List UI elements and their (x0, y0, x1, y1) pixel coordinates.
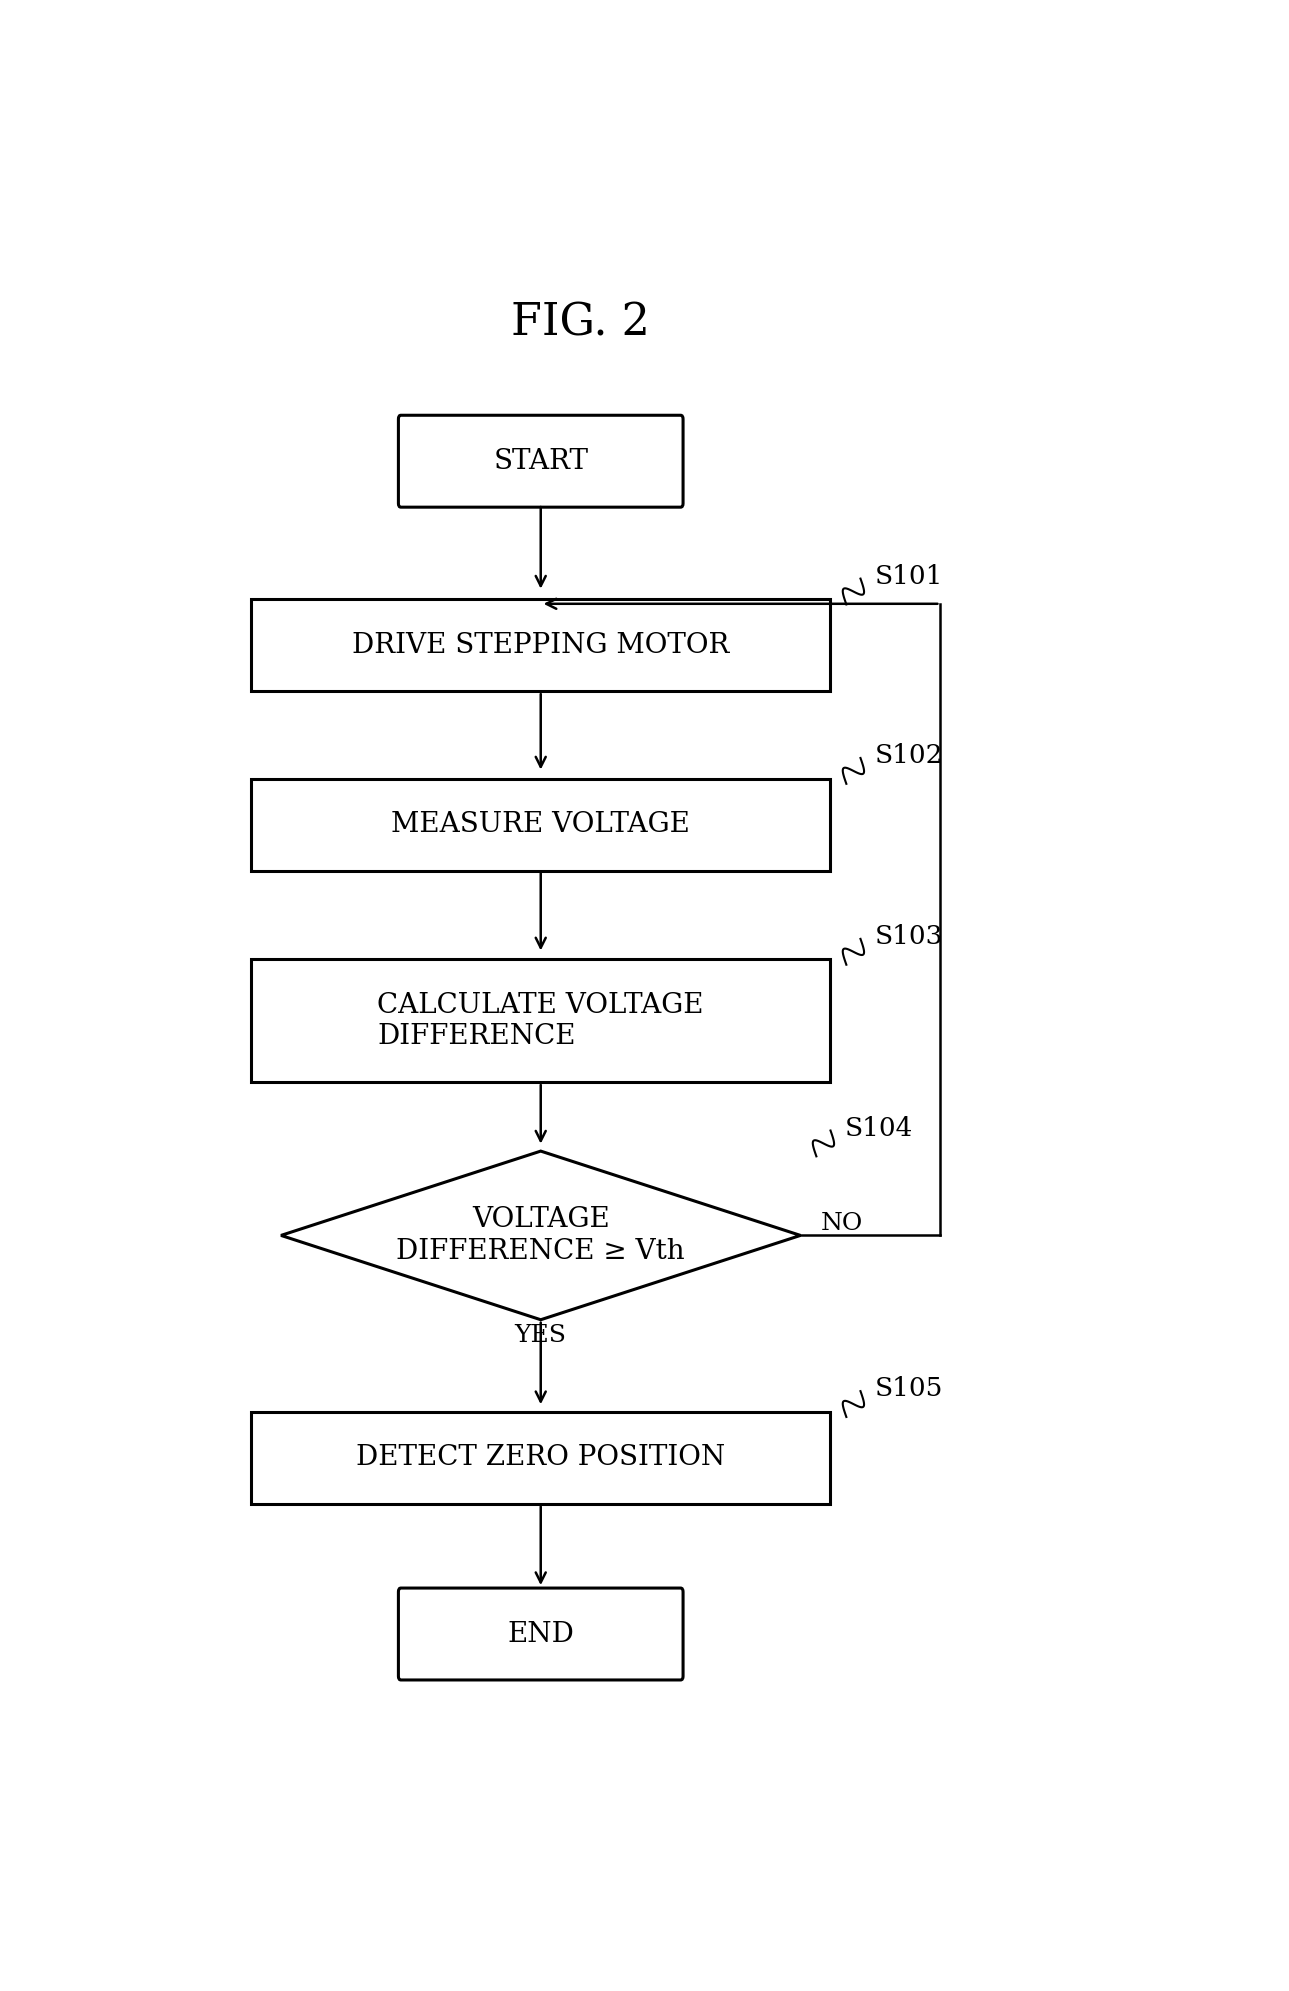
Text: START: START (494, 448, 588, 474)
Text: CALCULATE VOLTAGE
DIFFERENCE: CALCULATE VOLTAGE DIFFERENCE (378, 992, 704, 1049)
Text: FIG. 2: FIG. 2 (512, 303, 650, 344)
Text: S102: S102 (874, 743, 942, 769)
Text: S104: S104 (844, 1115, 913, 1141)
Bar (251, 599, 830, 691)
Text: S103: S103 (874, 924, 942, 950)
Text: DRIVE STEPPING MOTOR: DRIVE STEPPING MOTOR (352, 631, 730, 659)
Bar (251, 778, 830, 870)
FancyBboxPatch shape (398, 1589, 683, 1680)
Text: S101: S101 (874, 563, 942, 589)
Text: VOLTAGE
DIFFERENCE ≥ Vth: VOLTAGE DIFFERENCE ≥ Vth (397, 1207, 684, 1264)
Text: END: END (508, 1621, 574, 1647)
Bar (251, 1412, 830, 1503)
Text: NO: NO (821, 1213, 862, 1234)
Bar (251, 960, 830, 1083)
FancyBboxPatch shape (398, 416, 683, 508)
Text: YES: YES (514, 1324, 567, 1348)
Text: S105: S105 (874, 1376, 942, 1402)
Text: DETECT ZERO POSITION: DETECT ZERO POSITION (356, 1443, 726, 1471)
Polygon shape (281, 1151, 800, 1320)
Text: MEASURE VOLTAGE: MEASURE VOLTAGE (392, 810, 690, 838)
